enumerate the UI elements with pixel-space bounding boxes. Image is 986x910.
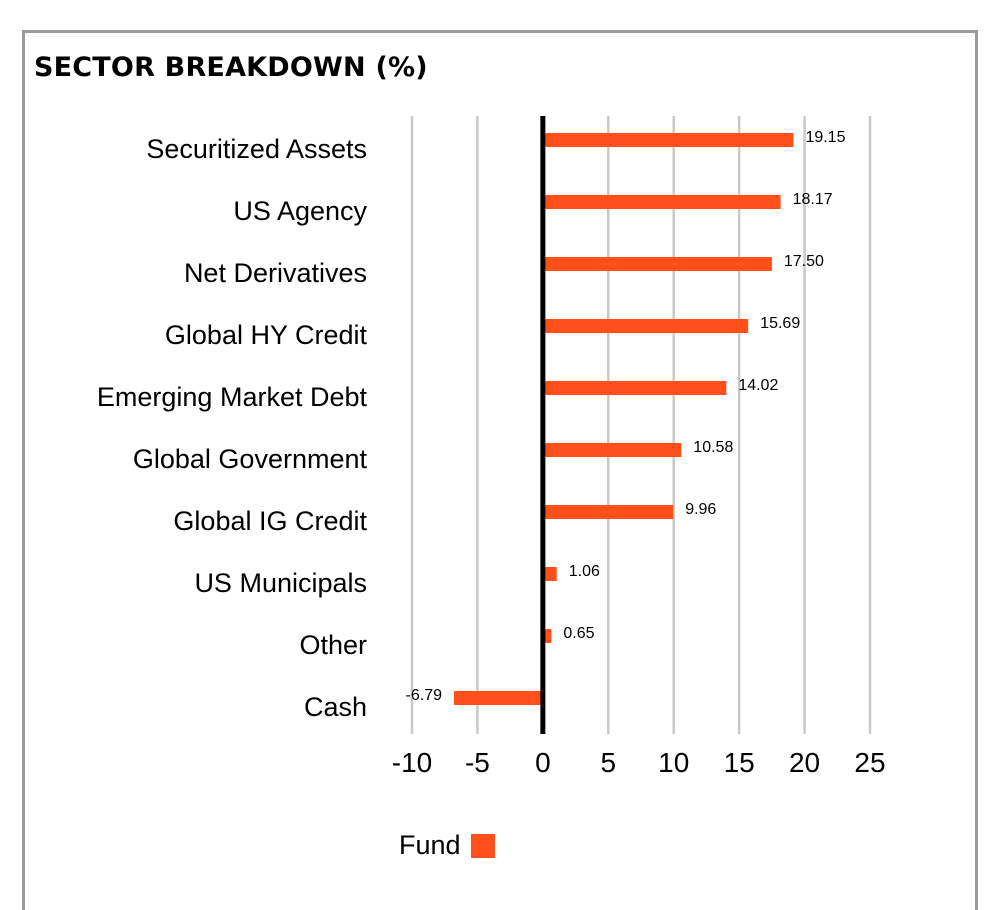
category-label: Other: [299, 630, 367, 660]
grid-lines: [410, 116, 872, 734]
value-label: 10.58: [693, 439, 733, 456]
x-tick-label: 20: [789, 747, 820, 778]
category-label: Securitized Assets: [146, 134, 367, 164]
legend: Fund: [399, 830, 495, 861]
x-tick-label: 15: [724, 747, 755, 778]
legend-swatch: [470, 833, 495, 858]
x-tick-label: -10: [392, 747, 432, 778]
category-label: Emerging Market Debt: [97, 382, 368, 412]
bars: [454, 133, 794, 705]
bar: [542, 443, 682, 457]
category-label: US Municipals: [194, 568, 367, 598]
bar: [542, 195, 781, 209]
category-label: Cash: [304, 692, 367, 722]
value-label: 9.96: [685, 501, 716, 518]
value-label: 0.65: [563, 625, 594, 642]
bar: [542, 629, 552, 643]
chart-title: SECTOR BREAKDOWN (%): [34, 52, 428, 83]
category-label: Net Derivatives: [184, 258, 367, 288]
x-tick-label: 25: [854, 747, 885, 778]
chart-panel: [22, 30, 978, 910]
bar-chart: Securitized Assets US Agency Net Derivativ…: [97, 116, 886, 778]
category-label: Global Government: [133, 444, 368, 474]
bar: [542, 319, 749, 333]
bar: [542, 257, 772, 271]
category-label: Global HY Credit: [165, 320, 368, 350]
value-label: 15.69: [760, 315, 800, 332]
value-label: 17.50: [784, 253, 824, 270]
bar: [542, 505, 674, 519]
x-tick-label: 0: [535, 747, 551, 778]
category-labels: Securitized Assets US Agency Net Derivativ…: [97, 134, 368, 722]
x-tick-label: 10: [658, 747, 689, 778]
bar: [542, 567, 557, 581]
value-labels: 19.15 18.17 17.50 15.69 14.02 10.58 9.96 1.06 0.…: [406, 129, 846, 704]
value-label: 1.06: [569, 563, 600, 580]
value-label: 18.17: [793, 191, 833, 208]
category-label: Global IG Credit: [173, 506, 367, 536]
x-tick-label: -5: [465, 747, 490, 778]
bar: [542, 381, 727, 395]
x-tick-labels: -10 -5 0 5 10 15 20 25: [392, 747, 886, 778]
legend-label: Fund: [399, 830, 461, 860]
bar: [542, 133, 794, 147]
value-label: 19.15: [805, 129, 845, 146]
value-label: 14.02: [738, 377, 778, 394]
x-tick-label: 5: [600, 747, 616, 778]
value-label: -6.79: [406, 687, 443, 704]
category-label: US Agency: [233, 196, 367, 226]
bar: [454, 691, 543, 705]
